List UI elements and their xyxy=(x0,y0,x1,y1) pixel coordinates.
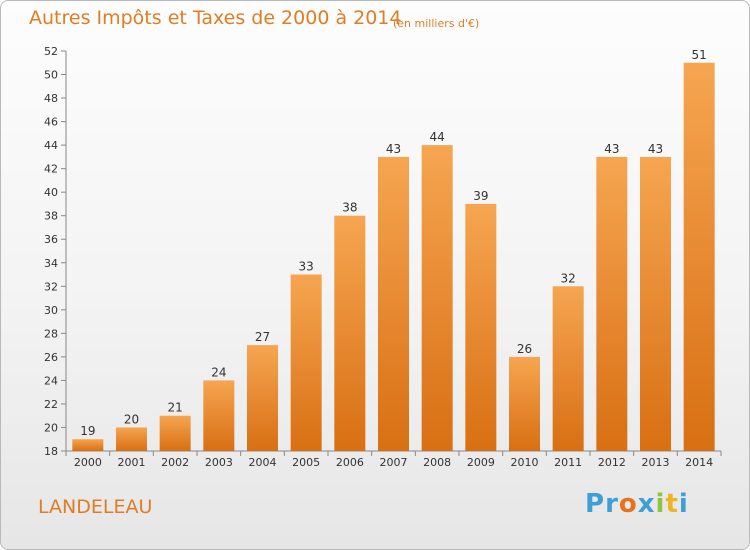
y-tick-label: 28 xyxy=(44,327,58,340)
y-tick-label: 46 xyxy=(44,116,58,129)
bar xyxy=(116,427,147,451)
data-label: 26 xyxy=(517,342,532,356)
data-label: 27 xyxy=(255,330,270,344)
logo-letter: o xyxy=(618,489,638,519)
x-tick-label: 2000 xyxy=(74,456,102,469)
x-tick-label: 2005 xyxy=(292,456,320,469)
x-tick-label: 2010 xyxy=(511,456,539,469)
y-tick-label: 40 xyxy=(44,186,58,199)
y-tick-label: 30 xyxy=(44,304,58,317)
logo-letter: i xyxy=(678,489,689,519)
chart-subtitle: (en milliers d'€) xyxy=(393,17,480,30)
data-label: 21 xyxy=(168,401,183,415)
y-tick-label: 44 xyxy=(44,139,58,152)
x-tick-label: 2013 xyxy=(642,456,670,469)
data-label: 20 xyxy=(124,412,139,426)
bar xyxy=(247,345,278,451)
bar xyxy=(203,380,235,451)
data-label: 39 xyxy=(473,189,488,203)
x-tick-label: 2012 xyxy=(598,456,626,469)
x-tick-label: 2011 xyxy=(554,456,582,469)
logo-letter: P xyxy=(585,489,606,519)
y-tick-label: 42 xyxy=(44,163,58,176)
data-label: 32 xyxy=(561,271,576,285)
bar xyxy=(378,156,409,451)
y-tick-label: 24 xyxy=(44,374,58,387)
y-tick-label: 48 xyxy=(44,92,58,105)
logo-letter: i xyxy=(655,489,666,519)
value-labels: 19 20 21 24 27 33 38 43 44 39 26 32 43 43 51 xyxy=(80,48,707,438)
proxiti-logo: Proxiti xyxy=(585,489,689,519)
x-tick-label: 2007 xyxy=(380,456,408,469)
data-label: 43 xyxy=(604,142,619,156)
y-tick-label: 22 xyxy=(44,398,58,411)
bar xyxy=(596,156,628,451)
y-tick-label: 26 xyxy=(44,351,58,364)
bar xyxy=(640,156,671,451)
y-axis: 18 20 22 24 26 28 30 32 34 36 38 40 42 44 46 48 50 52 xyxy=(44,45,67,458)
data-label: 38 xyxy=(342,201,357,215)
bar xyxy=(683,62,715,451)
y-tick-label: 38 xyxy=(44,210,58,223)
y-tick-label: 36 xyxy=(44,233,58,246)
logo-letter: x xyxy=(637,489,656,519)
x-tick-label: 2006 xyxy=(336,456,364,469)
bar xyxy=(72,439,104,451)
bar xyxy=(290,274,322,451)
x-tick-label: 2009 xyxy=(467,456,495,469)
y-tick-label: 20 xyxy=(44,421,58,434)
data-label: 43 xyxy=(386,142,401,156)
x-tick-label: 2001 xyxy=(118,456,146,469)
data-label: 19 xyxy=(80,424,95,438)
x-tick-label: 2014 xyxy=(685,456,713,469)
y-tick-label: 18 xyxy=(44,445,58,458)
data-label: 44 xyxy=(430,130,445,144)
data-label: 24 xyxy=(211,365,226,379)
y-tick-label: 32 xyxy=(44,280,58,293)
x-tick-label: 2002 xyxy=(161,456,189,469)
commune-name: LANDELEAU xyxy=(38,496,153,518)
bar xyxy=(465,203,497,451)
y-tick-label: 52 xyxy=(44,45,58,58)
data-label: 33 xyxy=(299,260,314,274)
bar xyxy=(509,356,540,451)
logo-letter: t xyxy=(665,489,679,519)
bar xyxy=(421,145,453,451)
data-label: 51 xyxy=(692,48,707,62)
bars xyxy=(72,62,715,451)
x-tick-label: 2008 xyxy=(423,456,451,469)
bar xyxy=(552,286,584,451)
y-tick-label: 50 xyxy=(44,69,58,82)
x-tick-label: 2004 xyxy=(249,456,277,469)
data-label: 43 xyxy=(648,142,663,156)
logo-letter: r xyxy=(605,489,619,519)
chart-title: Autres Impôts et Taxes de 2000 à 2014 xyxy=(29,7,402,29)
bar xyxy=(159,415,191,451)
x-axis: 2000 2001 2002 2003 2004 2005 2006 2007 2008 2009… xyxy=(65,450,722,469)
y-tick-label: 34 xyxy=(44,257,58,270)
x-tick-label: 2003 xyxy=(205,456,233,469)
bar xyxy=(334,215,366,451)
